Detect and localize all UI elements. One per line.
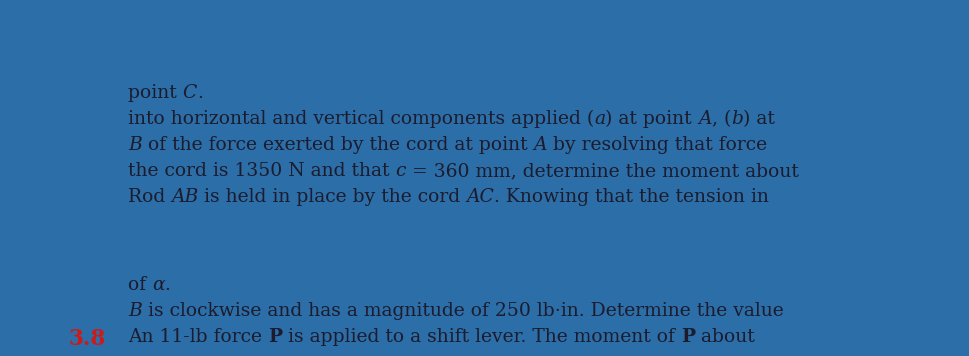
Text: b: b [730, 110, 742, 128]
Text: 3.8: 3.8 [68, 328, 106, 350]
Text: A: A [533, 136, 547, 154]
Text: point: point [128, 84, 182, 102]
Text: into horizontal and vertical components applied (: into horizontal and vertical components … [128, 110, 594, 128]
Text: , (: , ( [711, 110, 730, 128]
Text: about: about [695, 328, 754, 346]
Text: is clockwise and has a magnitude of 250 lb·in. Determine the value: is clockwise and has a magnitude of 250 … [141, 302, 783, 320]
Text: the cord is 1350 N and that: the cord is 1350 N and that [128, 162, 395, 180]
Text: is held in place by the cord: is held in place by the cord [199, 188, 466, 206]
Text: by resolving that force: by resolving that force [547, 136, 766, 154]
Text: a: a [594, 110, 605, 128]
Text: AC: AC [466, 188, 494, 206]
Text: . Knowing that the tension in: . Knowing that the tension in [494, 188, 768, 206]
Text: A: A [698, 110, 711, 128]
Text: An 11-lb force: An 11-lb force [128, 328, 267, 346]
Text: C: C [182, 84, 197, 102]
Text: B: B [128, 302, 141, 320]
Text: .: . [165, 276, 171, 294]
Text: ) at point: ) at point [605, 110, 698, 128]
Text: Rod: Rod [128, 188, 172, 206]
Text: c: c [395, 162, 406, 180]
Text: P: P [267, 328, 282, 346]
Text: is applied to a shift lever. The moment of: is applied to a shift lever. The moment … [282, 328, 680, 346]
Text: of the force exerted by the cord at point: of the force exerted by the cord at poin… [141, 136, 533, 154]
Text: B: B [128, 136, 141, 154]
Text: α: α [152, 276, 165, 294]
Text: ) at: ) at [742, 110, 774, 128]
Text: P: P [680, 328, 695, 346]
Text: AB: AB [172, 188, 199, 206]
Text: of: of [128, 276, 152, 294]
Text: = 360 mm, determine the moment about: = 360 mm, determine the moment about [406, 162, 798, 180]
Text: .: . [197, 84, 203, 102]
